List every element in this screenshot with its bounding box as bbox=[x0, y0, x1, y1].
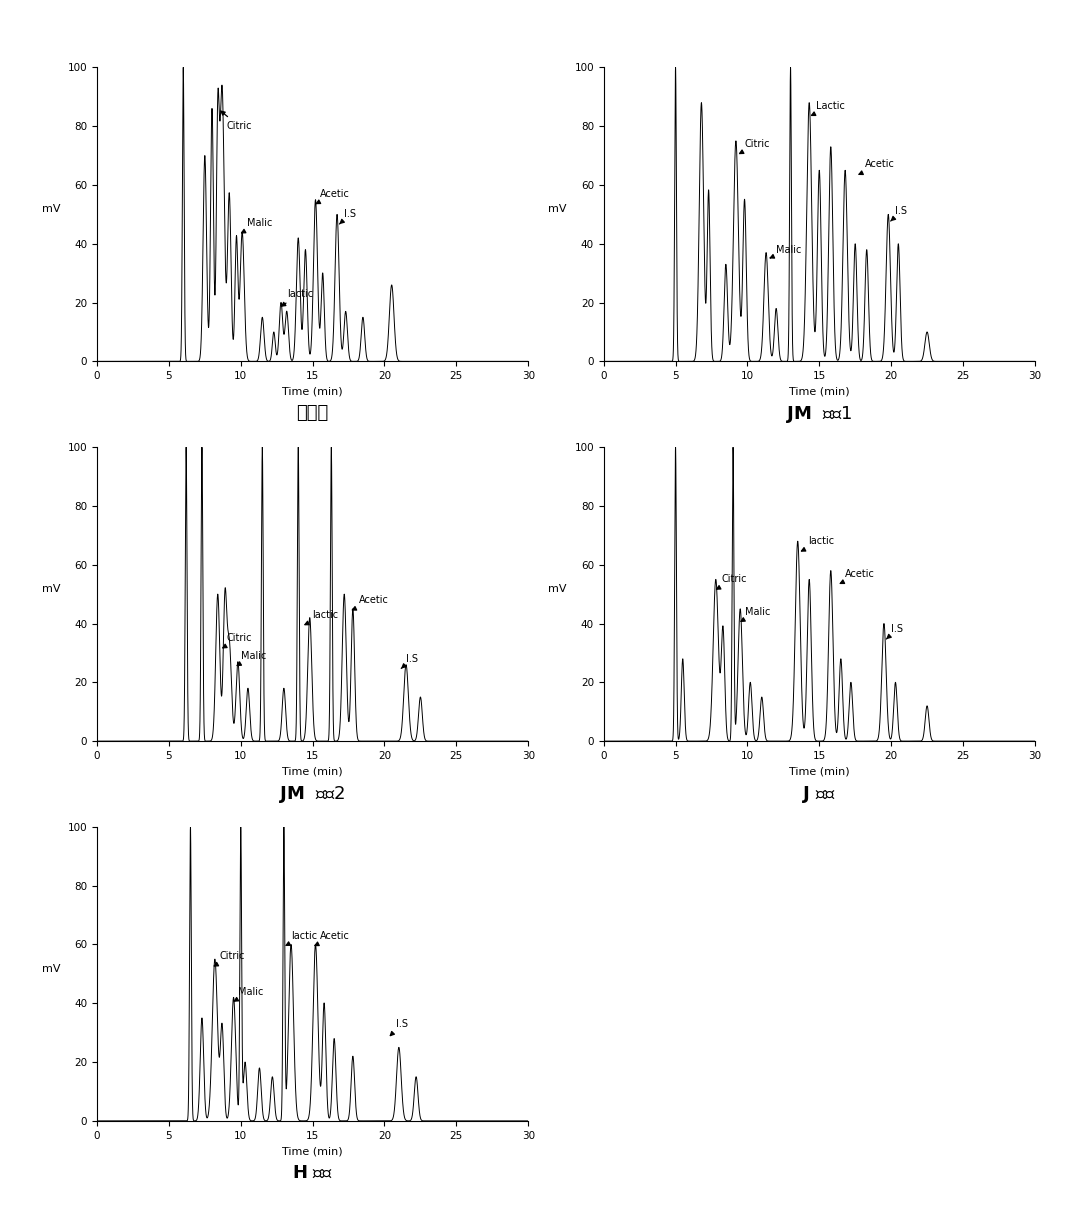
Text: 고쿠마: 고쿠마 bbox=[296, 404, 329, 423]
Text: Malic: Malic bbox=[241, 218, 272, 233]
Text: $\mathbf{JM}$  김치2: $\mathbf{JM}$ 김치2 bbox=[279, 784, 346, 805]
Y-axis label: mV: mV bbox=[42, 584, 60, 594]
Text: $\mathbf{H}$ 김치: $\mathbf{H}$ 김치 bbox=[292, 1164, 333, 1182]
X-axis label: Time (min): Time (min) bbox=[789, 387, 849, 397]
X-axis label: Time (min): Time (min) bbox=[282, 767, 343, 777]
Text: Citric: Citric bbox=[221, 111, 252, 131]
Text: Citric: Citric bbox=[215, 952, 245, 967]
Text: Citric: Citric bbox=[223, 633, 252, 648]
Text: lactic: lactic bbox=[801, 537, 834, 551]
Text: I.S: I.S bbox=[890, 207, 908, 220]
Text: Malic: Malic bbox=[770, 245, 802, 258]
Y-axis label: mV: mV bbox=[549, 205, 567, 214]
Y-axis label: mV: mV bbox=[42, 964, 60, 974]
Text: I.S: I.S bbox=[390, 1019, 407, 1035]
Text: lactic: lactic bbox=[286, 931, 317, 946]
Text: Acetic: Acetic bbox=[859, 159, 895, 174]
Text: I.S: I.S bbox=[340, 209, 356, 224]
Text: lactic: lactic bbox=[281, 289, 313, 306]
Text: Acetic: Acetic bbox=[840, 568, 875, 583]
Text: Citric: Citric bbox=[740, 138, 770, 153]
X-axis label: Time (min): Time (min) bbox=[282, 387, 343, 397]
Text: Acetic: Acetic bbox=[316, 189, 349, 203]
Text: lactic: lactic bbox=[305, 610, 338, 625]
Text: $\mathbf{JM}$  김치1: $\mathbf{JM}$ 김치1 bbox=[786, 404, 853, 425]
Text: Acetic: Acetic bbox=[315, 931, 349, 946]
X-axis label: Time (min): Time (min) bbox=[282, 1147, 343, 1156]
Text: $\mathbf{J}$ 김치: $\mathbf{J}$ 김치 bbox=[802, 784, 837, 805]
Text: Acetic: Acetic bbox=[353, 595, 388, 610]
Text: Lactic: Lactic bbox=[812, 100, 845, 115]
Y-axis label: mV: mV bbox=[42, 205, 60, 214]
Text: Citric: Citric bbox=[717, 575, 747, 589]
Text: I.S: I.S bbox=[401, 654, 418, 669]
Text: Malic: Malic bbox=[741, 606, 770, 621]
Y-axis label: mV: mV bbox=[549, 584, 567, 594]
Text: Malic: Malic bbox=[237, 650, 266, 665]
Text: Malic: Malic bbox=[234, 986, 263, 1001]
X-axis label: Time (min): Time (min) bbox=[789, 767, 849, 777]
Text: I.S: I.S bbox=[886, 625, 903, 639]
